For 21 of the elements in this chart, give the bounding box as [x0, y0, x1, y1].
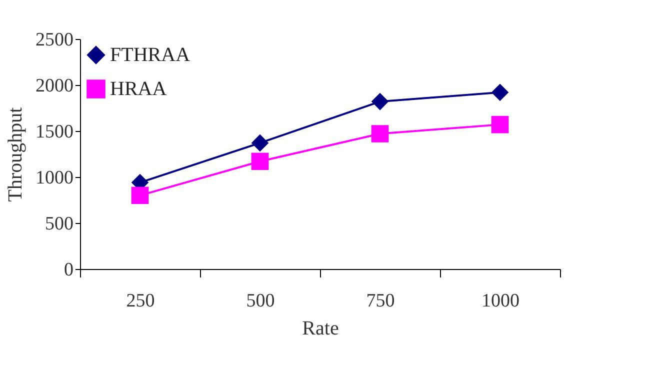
- point: [251, 152, 269, 170]
- y-tick-label: 500: [45, 214, 74, 234]
- y-tick-label: 2000: [36, 76, 74, 96]
- y-tick-label: 1500: [36, 122, 74, 142]
- legend-label: FTHRAA: [110, 44, 191, 66]
- point: [371, 92, 389, 110]
- x-tick-label: 500: [246, 290, 275, 312]
- point: [371, 125, 389, 142]
- point: [251, 134, 269, 152]
- point: [491, 84, 509, 102]
- x-tick-label: 1000: [482, 290, 520, 312]
- y-tick-label: 1000: [36, 168, 74, 188]
- x-axis-title: Rate: [302, 318, 339, 340]
- point: [491, 116, 509, 134]
- y-tick-label: 2500: [36, 30, 74, 50]
- y-tick-label: 0: [64, 260, 74, 280]
- x-tick-label: 750: [366, 290, 395, 312]
- point: [131, 186, 149, 204]
- legend-label: HRAA: [110, 78, 168, 100]
- x-tick-label: 250: [126, 290, 155, 312]
- y-axis-title: Throughput: [4, 106, 26, 202]
